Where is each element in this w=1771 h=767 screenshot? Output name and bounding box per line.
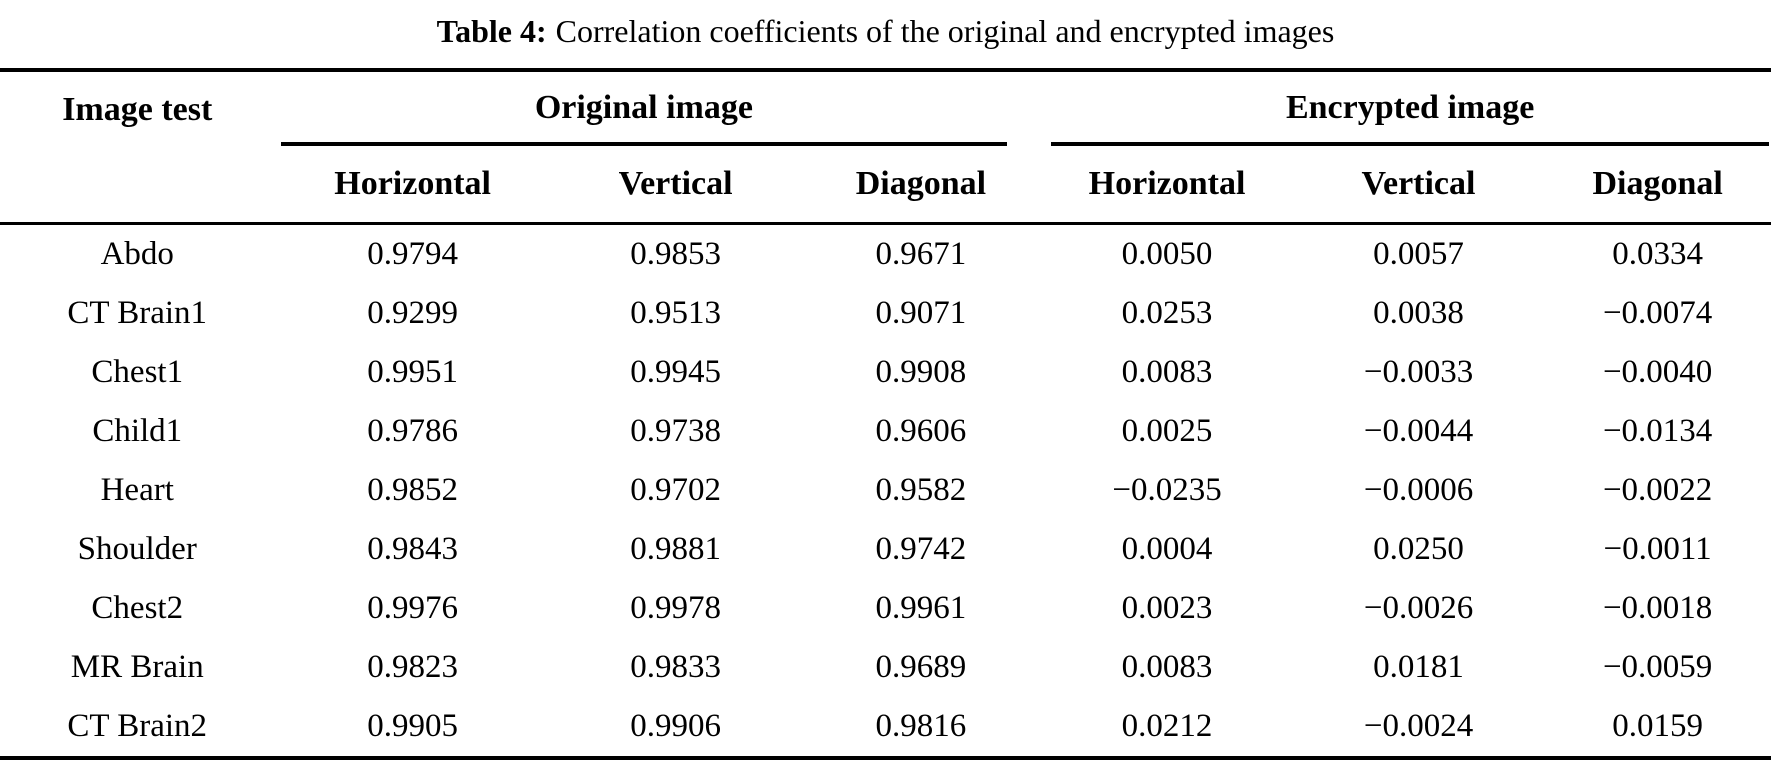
value-cell: 0.9945 (630, 354, 721, 390)
value-cell: −0.0033 (1363, 354, 1474, 390)
row-label: Abdo (100, 236, 174, 272)
value-cell: −0.0040 (1602, 354, 1713, 390)
value-cell: 0.9978 (630, 590, 721, 626)
value-cell: 0.9816 (875, 708, 967, 744)
value-cell: 0.9738 (630, 413, 721, 449)
value-cell: 0.9689 (875, 649, 967, 685)
row-label: Child1 (92, 413, 183, 449)
group-header-row: Image test Original image Encrypted imag… (0, 70, 1771, 225)
value-cell: 0.9961 (875, 590, 967, 626)
value-cell: 0.0334 (1612, 236, 1703, 272)
value-cell: 0.0038 (1373, 295, 1464, 331)
value-cell: −0.0011 (1603, 531, 1712, 567)
value-cell: 0.9671 (875, 236, 967, 272)
row-label: Chest2 (91, 590, 184, 626)
column-header-encrypted-horizontal: Horizontal (1041, 146, 1293, 225)
value-cell: 0.9606 (875, 413, 967, 449)
table-row: Heart 0.9852 0.9702 0.9582 −0.0235 −0.00… (0, 461, 1771, 520)
value-cell: −0.0074 (1602, 295, 1713, 331)
table-header: Image test Original image Encrypted imag… (0, 70, 1771, 225)
table-caption-label: Table 4: (436, 13, 547, 49)
value-cell: 0.9843 (367, 531, 458, 567)
row-label: CT Brain2 (67, 708, 208, 744)
value-cell: 0.9905 (367, 708, 458, 744)
value-cell: 0.0023 (1121, 590, 1213, 626)
group-header-original-label: Original image (280, 72, 1008, 146)
column-header-original-vertical: Vertical (550, 146, 801, 225)
row-label: Shoulder (77, 531, 197, 567)
table-row: Shoulder 0.9843 0.9881 0.9742 0.0004 0.0… (0, 520, 1771, 579)
sub-header-row: Horizontal Vertical Diagonal Horizontal … (0, 146, 1771, 225)
row-label: Heart (100, 472, 174, 508)
value-cell: 0.9582 (875, 472, 967, 508)
value-cell: 0.9702 (630, 472, 721, 508)
value-cell: 0.9976 (367, 590, 458, 626)
value-cell: −0.0024 (1363, 708, 1474, 744)
value-cell: 0.0057 (1373, 236, 1464, 272)
table-row: Child1 0.9786 0.9738 0.9606 0.0025 −0.00… (0, 402, 1771, 461)
value-cell: 0.9908 (875, 354, 967, 390)
value-cell: 0.0025 (1121, 413, 1213, 449)
value-cell: −0.0022 (1602, 472, 1713, 508)
value-cell: 0.9742 (875, 531, 967, 567)
row-label: MR Brain (70, 649, 204, 685)
value-cell: 0.9852 (367, 472, 458, 508)
column-header-original-diagonal: Diagonal (800, 146, 1042, 225)
value-cell: 0.9881 (630, 531, 721, 567)
value-cell: 0.9299 (367, 295, 458, 331)
table-caption-text: Correlation coefficients of the original… (555, 13, 1335, 49)
value-cell: 0.0253 (1121, 295, 1213, 331)
value-cell: −0.0006 (1363, 472, 1474, 508)
value-cell: 0.9823 (367, 649, 458, 685)
table-row: CT Brain2 0.9905 0.9906 0.9816 0.0212 −0… (0, 697, 1771, 758)
column-header-encrypted-diagonal: Diagonal (1544, 146, 1771, 225)
value-cell: 0.0159 (1612, 708, 1703, 744)
value-cell: 0.0050 (1121, 236, 1213, 272)
table-row: Chest2 0.9976 0.9978 0.9961 0.0023 −0.00… (0, 579, 1771, 638)
row-label: CT Brain1 (67, 295, 208, 331)
group-header-encrypted-image: Encrypted image (1041, 70, 1771, 146)
table-row: MR Brain 0.9823 0.9833 0.9689 0.0083 0.0… (0, 638, 1771, 697)
table-row: Chest1 0.9951 0.9945 0.9908 0.0083 −0.00… (0, 343, 1771, 402)
correlation-table: Image test Original image Encrypted imag… (0, 68, 1771, 760)
value-cell: −0.0134 (1602, 413, 1713, 449)
value-cell: 0.9786 (367, 413, 458, 449)
value-cell: 0.9853 (630, 236, 721, 272)
value-cell: 0.9513 (630, 295, 721, 331)
row-label: Chest1 (91, 354, 184, 390)
value-cell: −0.0018 (1602, 590, 1713, 626)
column-header-image-test: Image test (0, 70, 275, 225)
column-header-original-horizontal: Horizontal (274, 146, 551, 225)
value-cell: 0.0083 (1121, 649, 1213, 685)
value-cell: 0.9906 (630, 708, 721, 744)
group-header-encrypted-label: Encrypted image (1051, 72, 1769, 146)
table-row: CT Brain1 0.9299 0.9513 0.9071 0.0253 0.… (0, 284, 1771, 343)
value-cell: 0.9833 (630, 649, 721, 685)
value-cell: 0.0004 (1121, 531, 1213, 567)
value-cell: 0.0212 (1121, 708, 1213, 744)
value-cell: −0.0059 (1602, 649, 1713, 685)
value-cell: 0.0181 (1373, 649, 1464, 685)
value-cell: −0.0026 (1363, 590, 1474, 626)
value-cell: 0.0250 (1373, 531, 1464, 567)
value-cell: 0.0083 (1121, 354, 1213, 390)
table-caption: Table 4: Correlation coefficients of the … (0, 0, 1771, 68)
group-header-original-image: Original image (275, 70, 1042, 146)
value-cell: 0.9951 (367, 354, 458, 390)
value-cell: 0.9794 (367, 236, 458, 272)
column-header-encrypted-vertical: Vertical (1292, 146, 1545, 225)
value-cell: −0.0044 (1363, 413, 1474, 449)
value-cell: 0.9071 (875, 295, 967, 331)
table-row: Abdo 0.9794 0.9853 0.9671 0.0050 0.0057 … (0, 224, 1771, 285)
table-body: Abdo 0.9794 0.9853 0.9671 0.0050 0.0057 … (0, 224, 1771, 759)
value-cell: −0.0235 (1112, 472, 1222, 508)
